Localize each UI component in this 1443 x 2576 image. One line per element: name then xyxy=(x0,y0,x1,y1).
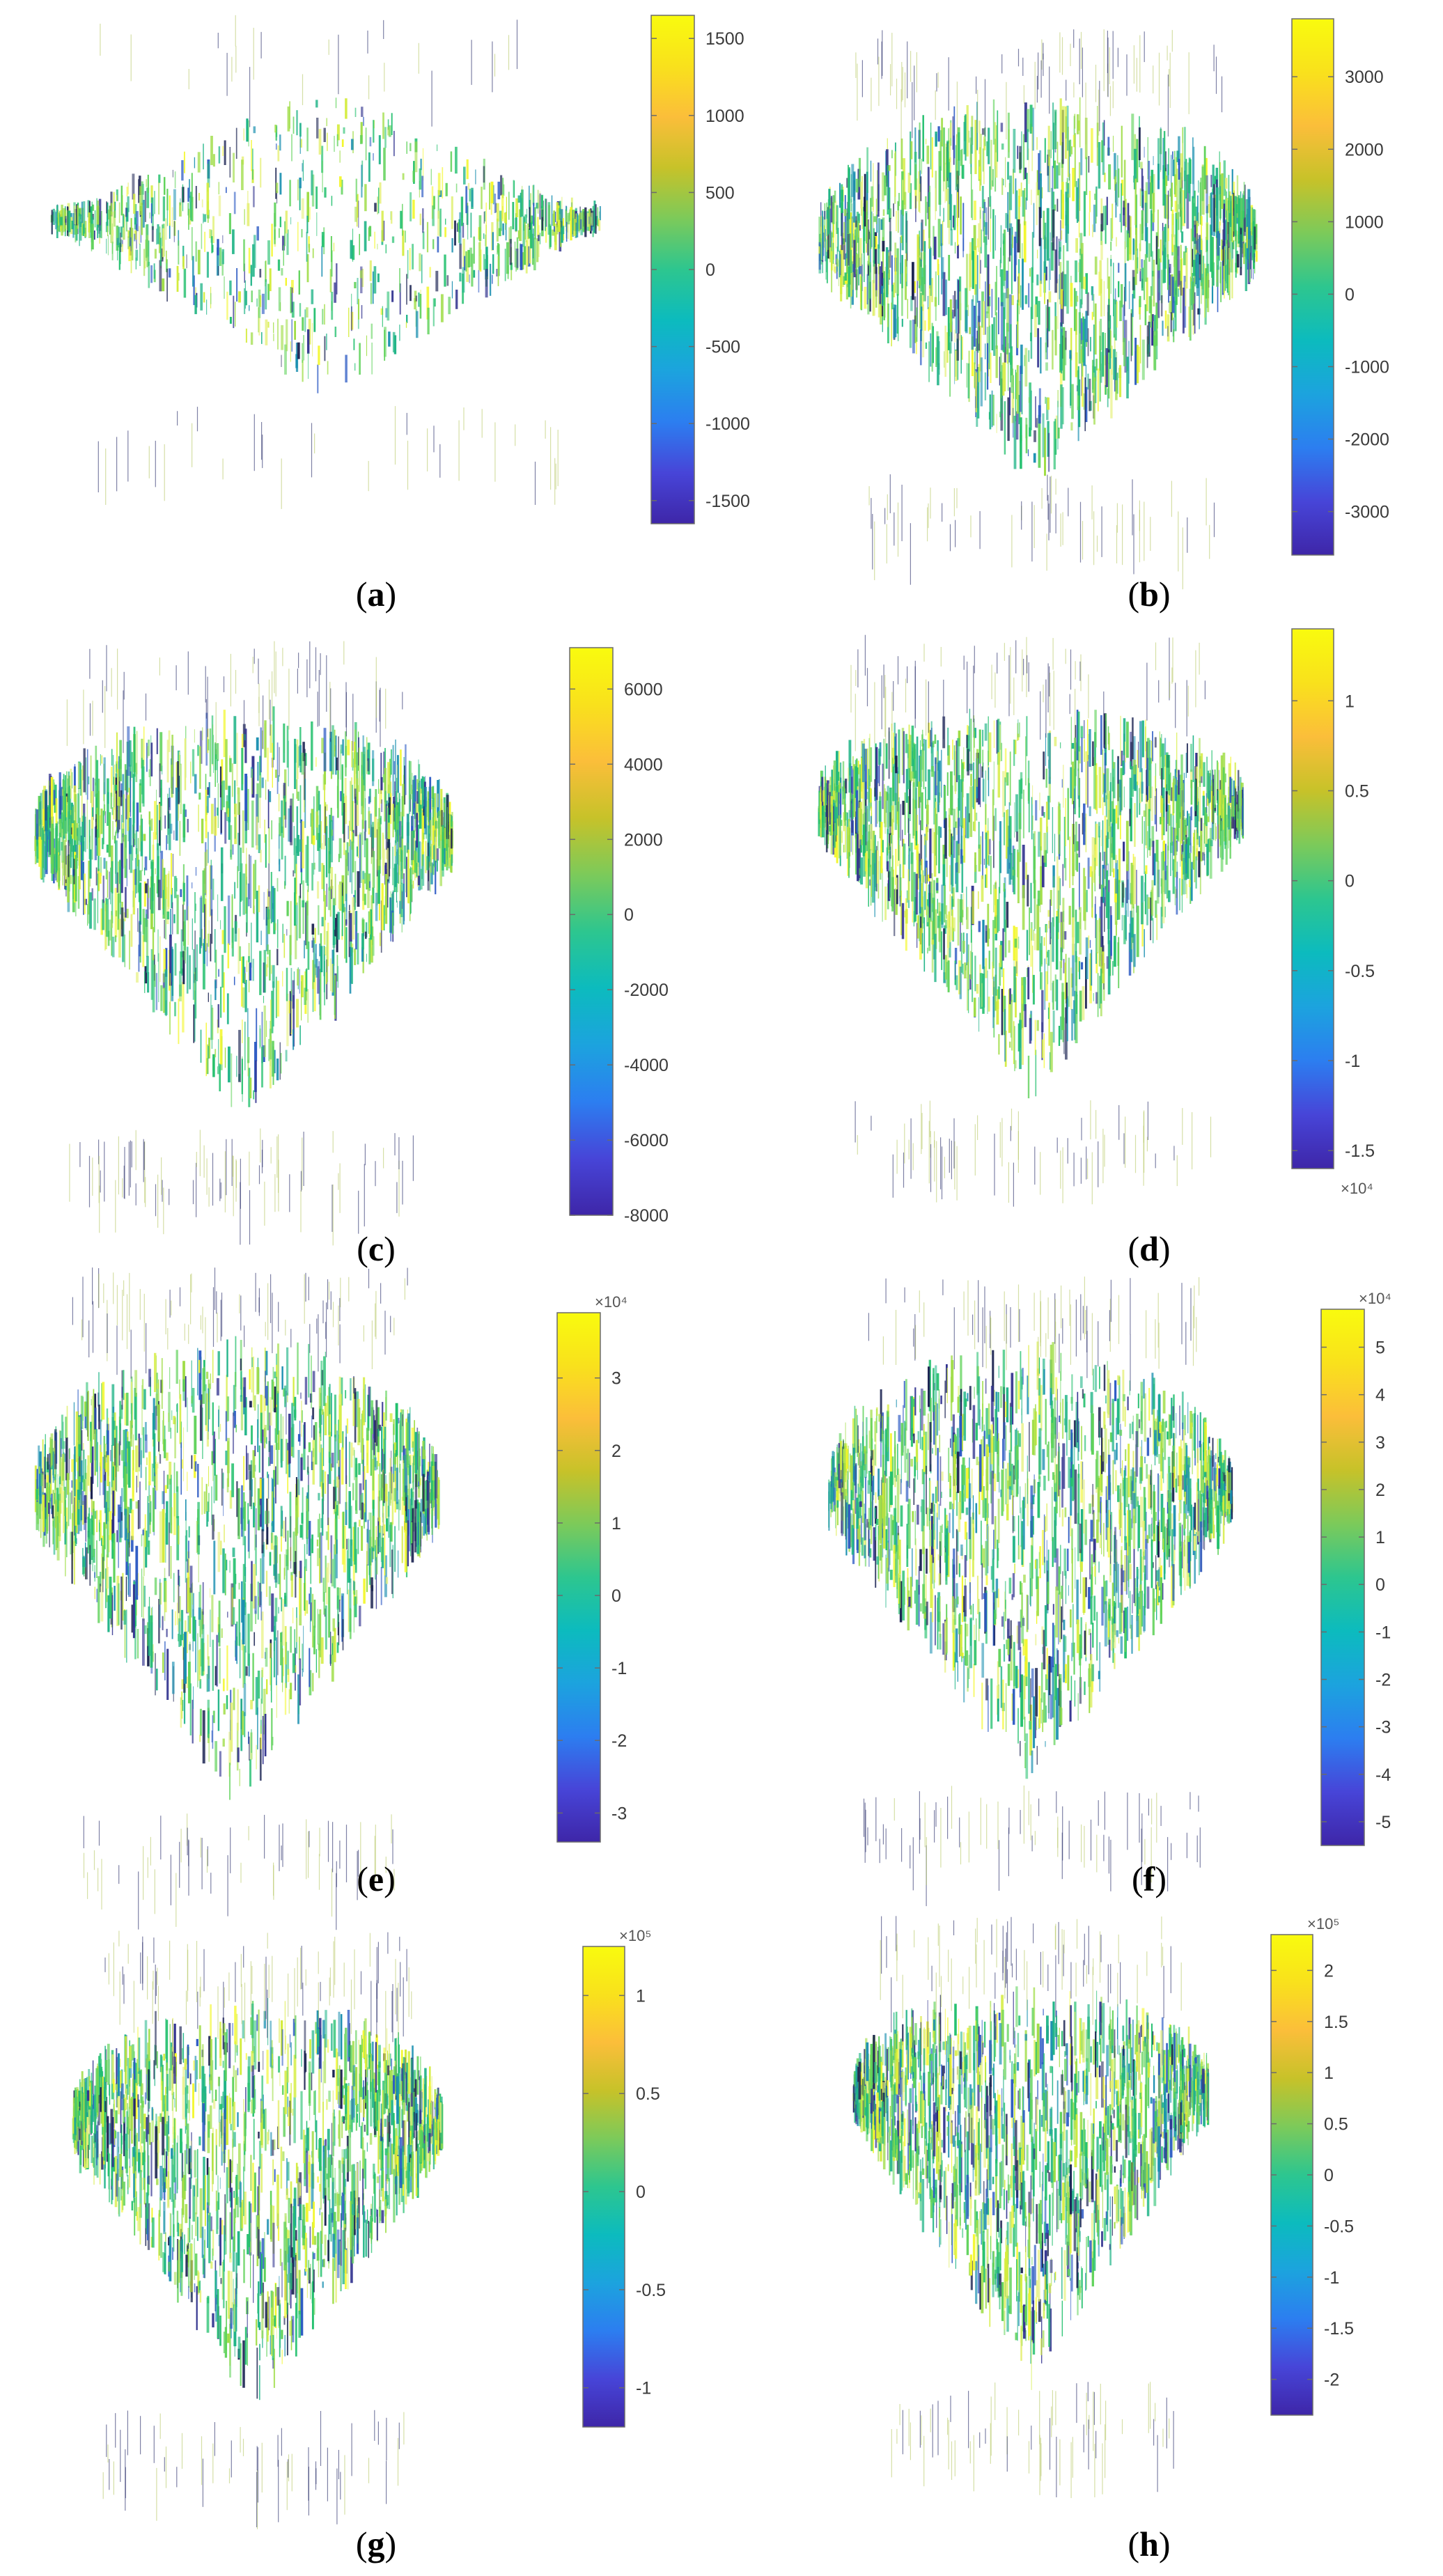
panel-label-letter: b xyxy=(1139,575,1159,614)
colorbar-tick-label: -2000 xyxy=(1345,430,1389,450)
colorbar-b: 3000 2000 1000 0 -1000 -2000 -3000 xyxy=(1291,18,1389,556)
colorbar-tick-label: -6000 xyxy=(624,1131,669,1150)
colorbar-tick-label: -1500 xyxy=(705,492,750,511)
panel-label-close: ) xyxy=(384,1229,396,1268)
colorbar-frame xyxy=(569,647,614,1216)
colorbar-tick-label: 0 xyxy=(624,905,634,925)
surface-plot-d xyxy=(818,634,1245,1207)
colorbar-a: 1500 1000 500 0 -500 -1000 -1500 xyxy=(650,15,750,524)
panel-label-a: (a) xyxy=(356,575,396,614)
colorbar-tick-label: 0 xyxy=(705,260,715,280)
colorbar-tick-label: -2000 xyxy=(624,981,669,1000)
surface-plot-c xyxy=(34,641,454,1246)
colorbar-gradient xyxy=(1292,19,1334,555)
panel-label-c: (c) xyxy=(357,1229,396,1268)
panel-label-letter: c xyxy=(368,1229,384,1268)
panel-label-b: (b) xyxy=(1128,575,1170,614)
colorbar-tick-label: 6000 xyxy=(624,680,663,699)
colorbar-tick-label: 0 xyxy=(1345,285,1355,304)
colorbar-tick-label: 2000 xyxy=(1345,140,1384,159)
colorbar-tick-label: 1000 xyxy=(705,107,744,126)
colorbar-tick-label: 1500 xyxy=(705,29,744,49)
colorbar-frame xyxy=(1291,18,1334,556)
surface-plot-a xyxy=(50,15,601,509)
panel-label-close: ) xyxy=(385,575,397,614)
panel-label-close: ) xyxy=(1159,575,1171,614)
colorbar-tick-label: -1000 xyxy=(705,414,750,434)
panel-label-open: ( xyxy=(357,1229,368,1268)
colorbar-tick-label: -8000 xyxy=(624,1206,669,1226)
colorbar-tick-label: 3000 xyxy=(1345,68,1384,87)
colorbar-tick-label: 1000 xyxy=(1345,212,1384,232)
colorbar-tick-label: 500 xyxy=(705,183,735,203)
colorbar-c: 6000 4000 2000 0 -2000 -4000 -6000 -8000 xyxy=(569,647,669,1226)
colorbar-tick-label: 2000 xyxy=(624,830,663,850)
surface-plot-b xyxy=(818,29,1258,590)
colorbar-tick-label: 4000 xyxy=(624,755,663,774)
colorbar-gradient xyxy=(651,15,694,524)
panel-label-open: ( xyxy=(356,575,368,614)
colorbar-tick-label: -500 xyxy=(705,338,740,357)
colorbar-tick-label: -3000 xyxy=(1345,503,1389,522)
colorbar-tick-label: -4000 xyxy=(624,1056,669,1075)
colorbar-tick-label: -1000 xyxy=(1345,358,1389,377)
colorbar-gradient xyxy=(570,648,613,1215)
panel-label-open: ( xyxy=(1128,575,1139,614)
panel-label-letter: a xyxy=(368,575,385,614)
